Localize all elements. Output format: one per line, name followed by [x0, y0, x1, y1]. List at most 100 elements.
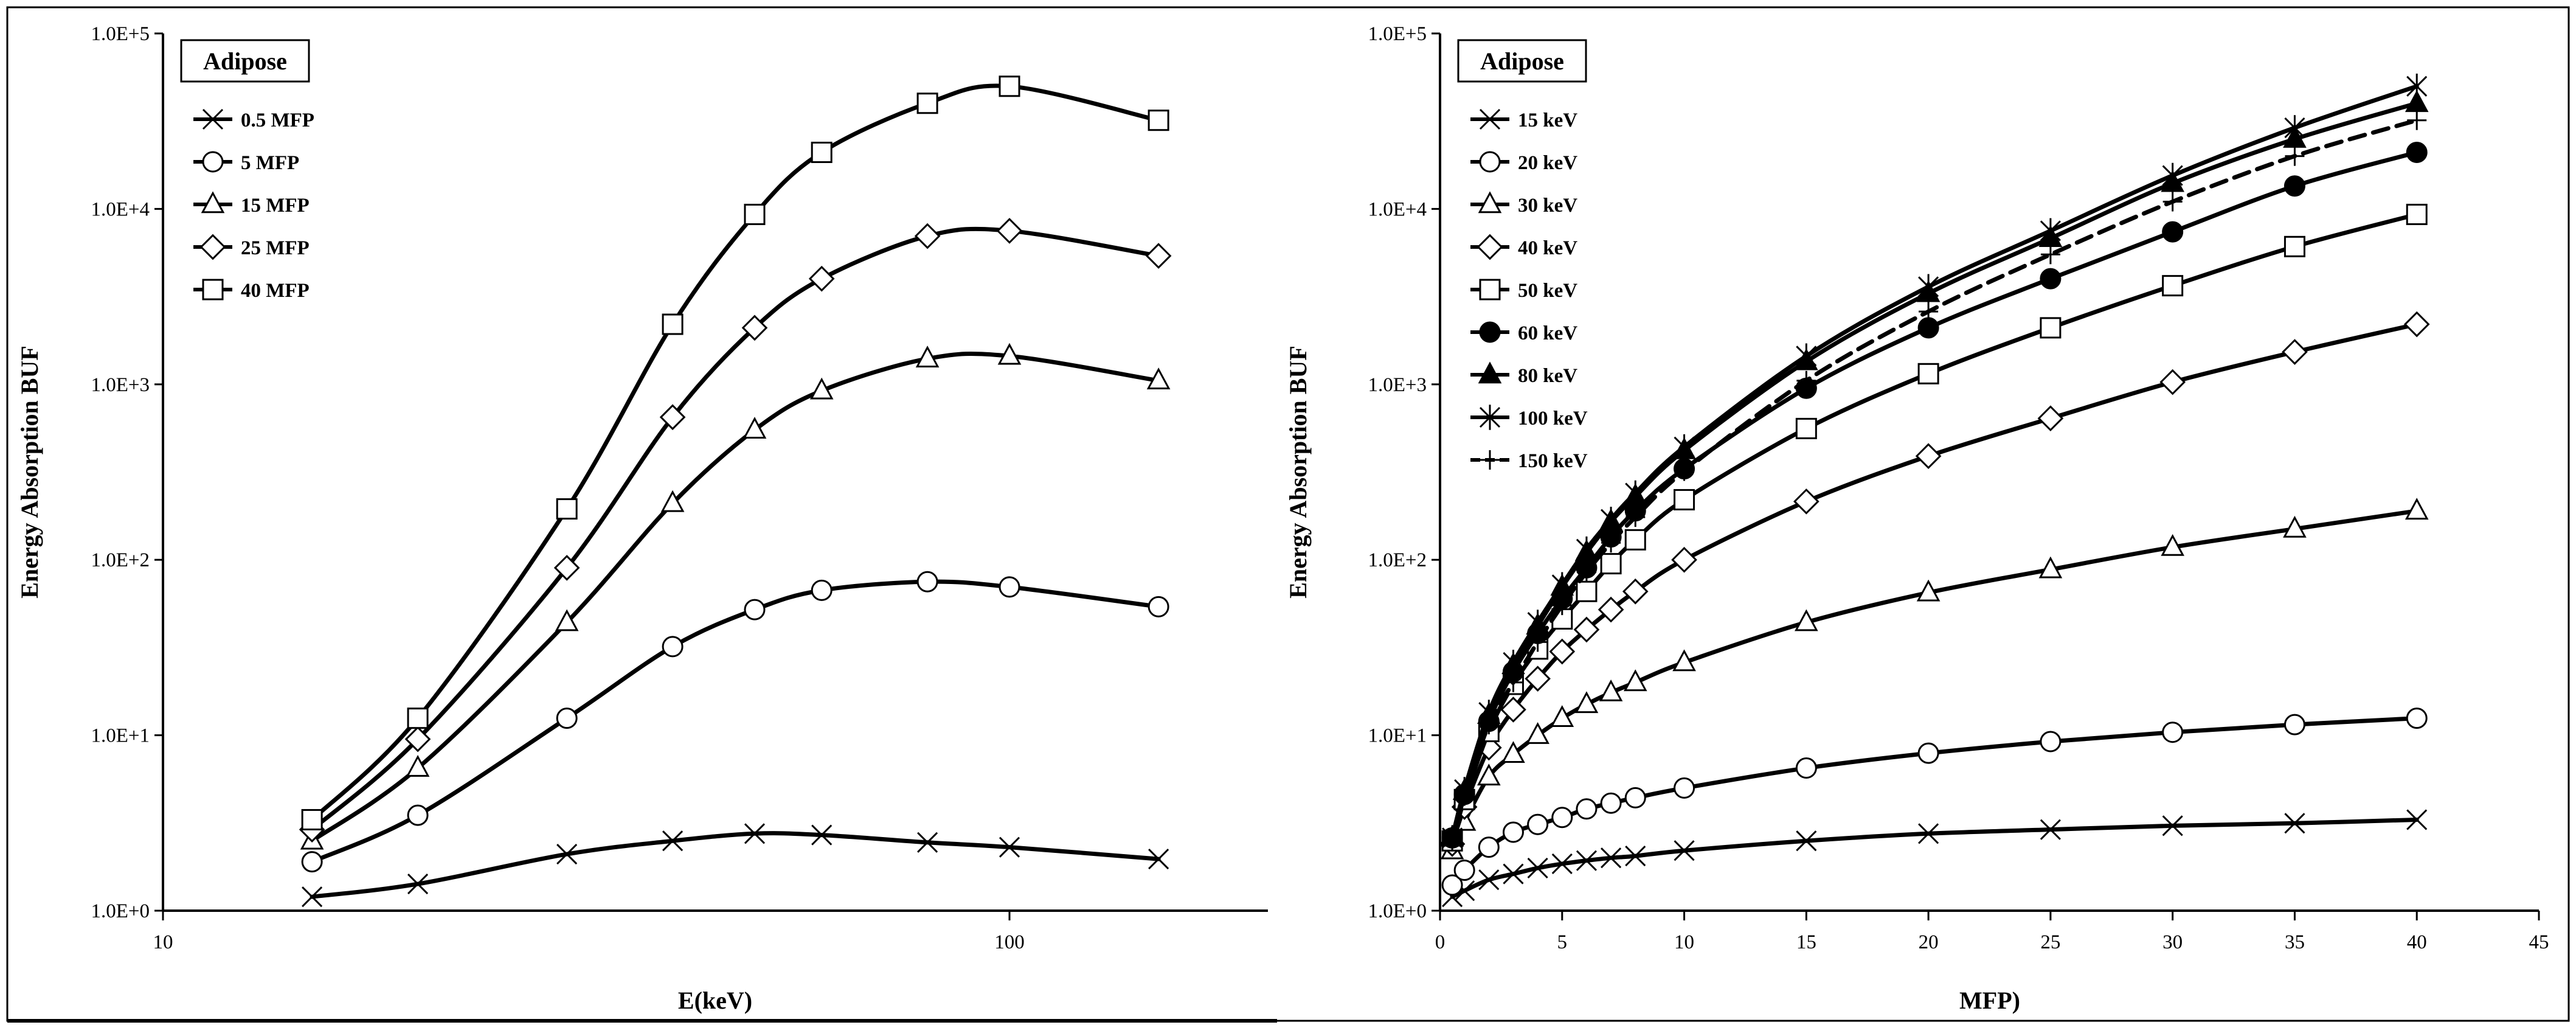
right-point-15-kev [1478, 869, 1500, 891]
right-y-tick-label: 1.0E+3 [1368, 374, 1427, 396]
right-point-15-kev [1527, 857, 1548, 878]
right-point-30-kev [1916, 579, 1941, 602]
right-point-150-kev [1576, 562, 1596, 582]
chart-left: 1.0E+0 1.0E+1 1.0E+2 1.0E+3 1.0E+4 1.0E+5 10 10… [16, 23, 1268, 1014]
left-point-0-5-mfp [744, 823, 766, 844]
right-point-40-kev [1525, 666, 1551, 692]
left-legend-marker-15-mfp [201, 191, 225, 214]
right-point-15-kev [1503, 863, 1524, 885]
left-point-15-mfp [997, 342, 1022, 365]
left-legend-label-25-mfp: 25 MFP [241, 237, 310, 259]
left-point-0-5-mfp [1148, 849, 1169, 870]
right-y-axis-title: Energy Absorption BUF [1284, 346, 1312, 599]
left-point-0-5-mfp [811, 824, 833, 846]
left-series-line-25-mfp [310, 226, 1161, 832]
left-point-40-mfp [916, 92, 938, 114]
left-point-5-mfp [407, 804, 429, 826]
left-point-0-5-mfp [999, 836, 1020, 858]
right-point-20-kev [1551, 807, 1573, 829]
right-point-50-kev [1795, 417, 1817, 439]
left-legend-label-0-5-mfp: 0.5 MFP [241, 110, 314, 131]
left-series-line-5-mfp [310, 579, 1161, 864]
right-point-150-kev [2040, 245, 2060, 265]
right-point-20-kev [1502, 821, 1524, 843]
left-legend-label-40-mfp: 40 MFP [241, 280, 310, 302]
right-legend-entries: 15 keV 20 keV 30 keV 40 keV 50 keV 60 keV 80 k… [1470, 108, 1588, 472]
left-point-25-mfp [808, 265, 835, 292]
right-y-tick-label: 1.0E+4 [1368, 198, 1427, 220]
right-point-15-kev [1796, 830, 1817, 852]
right-point-40-kev [1573, 616, 1600, 643]
right-point-50-kev [1576, 580, 1598, 602]
right-point-30-kev [1526, 722, 1549, 744]
left-x-axis-title: E(keV) [678, 987, 752, 1014]
left-series-line-40-mfp [310, 83, 1161, 822]
right-point-100-kev [1625, 480, 1646, 506]
right-point-15-kev [1674, 840, 1695, 861]
right-legend: Adipose 15 keV 20 keV 30 keV 40 keV 50 keV 60… [1457, 39, 1588, 472]
right-point-150-kev [1626, 507, 1646, 527]
right-point-50-kev [1917, 363, 1939, 384]
right-point-50-kev [1674, 488, 1695, 510]
right-legend-label-80-kev: 80 keV [1518, 365, 1577, 387]
right-point-50-kev [2040, 317, 2062, 339]
right-point-15-kev [2162, 815, 2183, 836]
right-legend-label-100-kev: 100 keV [1518, 408, 1588, 429]
left-point-0-5-mfp [556, 844, 578, 865]
left-point-15-mfp [809, 377, 834, 400]
right-point-15-kev [1918, 823, 1939, 844]
left-point-0-5-mfp [662, 830, 684, 852]
right-point-20-kev [1600, 792, 1622, 814]
right-point-40-kev [2159, 369, 2186, 395]
right-point-20-kev [1441, 874, 1463, 896]
right-point-40-kev [1793, 488, 1819, 515]
right-point-150-kev [1455, 786, 1475, 806]
right-point-15-kev [2406, 809, 2428, 830]
right-x-tick-label: 10 [1674, 931, 1694, 953]
right-point-15-kev [1625, 846, 1646, 867]
right-legend-marker-50-kev [1479, 279, 1501, 301]
right-point-100-kev [2040, 218, 2061, 244]
left-point-15-mfp [406, 754, 430, 777]
right-point-30-kev [1550, 705, 1574, 727]
right-legend-marker-15-kev [1479, 108, 1501, 130]
right-point-60-kev [2406, 141, 2428, 163]
left-point-40-mfp [662, 313, 684, 335]
right-legend-title-box [1457, 39, 1587, 83]
right-legend-marker-20-kev [1479, 151, 1501, 173]
right-legend-marker-80-kev [1478, 361, 1502, 384]
right-point-40-kev [1549, 638, 1576, 665]
left-legend-label-5-mfp: 5 MFP [241, 152, 299, 174]
right-point-15-kev [1601, 847, 1622, 869]
right-point-100-kev [1918, 274, 1939, 300]
right-legend-label-50-kev: 50 keV [1518, 280, 1577, 302]
right-point-30-kev [2405, 498, 2429, 520]
right-point-20-kev [2283, 714, 2305, 735]
right-point-50-kev [2406, 203, 2428, 225]
left-legend-marker-0-5-mfp [202, 108, 224, 130]
right-legend-marker-60-kev [1479, 321, 1501, 343]
right-point-40-kev [2037, 405, 2064, 432]
right-point-20-kev [1478, 836, 1500, 858]
right-legend-label-30-kev: 30 keV [1518, 195, 1577, 217]
left-point-25-mfp [553, 555, 580, 581]
right-point-100-kev [1551, 572, 1573, 598]
left-point-40-mfp [301, 808, 323, 830]
left-legend-entries: 0.5 MFP 5 MFP 15 MFP 25 MFP 40 MFP [193, 108, 314, 302]
right-point-40-kev [1671, 546, 1697, 573]
right-point-30-kev [2038, 556, 2063, 579]
right-legend-title: Adipose [1480, 47, 1564, 75]
right-y-tick-label: 1.0E+1 [1368, 725, 1427, 747]
right-point-150-kev [1796, 370, 1816, 391]
left-point-0-5-mfp [407, 874, 429, 895]
left-point-25-mfp [741, 315, 768, 341]
left-legend-label-15-mfp: 15 MFP [241, 195, 310, 217]
right-point-30-kev [2283, 515, 2307, 538]
left-legend-title-box [180, 39, 310, 83]
right-point-15-kev [2040, 819, 2061, 840]
left-point-0-5-mfp [302, 886, 323, 908]
right-point-30-kev [2161, 534, 2184, 556]
right-point-50-kev [2283, 235, 2305, 257]
right-point-20-kev [2162, 721, 2184, 743]
